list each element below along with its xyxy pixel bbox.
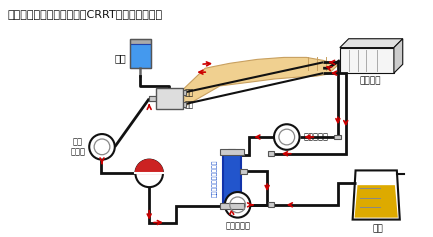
- Bar: [156, 88, 183, 109]
- Circle shape: [89, 134, 115, 160]
- Bar: [240, 169, 247, 174]
- Text: 持続緩徐式血液濾過器: 持続緩徐式血液濾過器: [212, 160, 218, 197]
- Bar: [228, 149, 235, 154]
- Bar: [149, 96, 155, 101]
- Bar: [228, 203, 235, 208]
- Polygon shape: [183, 57, 338, 108]
- Bar: [129, 39, 151, 44]
- Text: 血液ポンプ: 血液ポンプ: [304, 132, 329, 141]
- Bar: [334, 135, 341, 139]
- Text: 補液: 補液: [115, 53, 126, 63]
- Bar: [340, 48, 394, 73]
- Bar: [149, 96, 155, 101]
- Polygon shape: [355, 185, 398, 218]
- Text: ろ液ポンプ: ろ液ポンプ: [225, 222, 250, 231]
- Text: 静脈: 静脈: [184, 89, 194, 98]
- Bar: [129, 44, 151, 68]
- Bar: [179, 102, 186, 107]
- Circle shape: [225, 192, 250, 218]
- Text: 補液
ポンプ: 補液 ポンプ: [70, 137, 85, 157]
- Text: 静脈: 静脈: [184, 101, 194, 110]
- Bar: [179, 90, 186, 95]
- Bar: [268, 151, 275, 156]
- Bar: [223, 152, 241, 206]
- Bar: [220, 203, 243, 209]
- Bar: [129, 39, 151, 68]
- Text: 廃液: 廃液: [373, 224, 384, 233]
- Circle shape: [136, 160, 163, 187]
- Text: 持続緩除式血液濾過療法（CRRT）治療イメージ: 持続緩除式血液濾過療法（CRRT）治療イメージ: [8, 9, 163, 19]
- Polygon shape: [340, 39, 403, 48]
- Polygon shape: [352, 170, 400, 219]
- Polygon shape: [136, 160, 163, 173]
- Polygon shape: [394, 39, 403, 73]
- Bar: [268, 202, 275, 207]
- Bar: [220, 149, 243, 155]
- Text: 抗凝固剤: 抗凝固剤: [359, 76, 381, 85]
- Circle shape: [274, 124, 300, 150]
